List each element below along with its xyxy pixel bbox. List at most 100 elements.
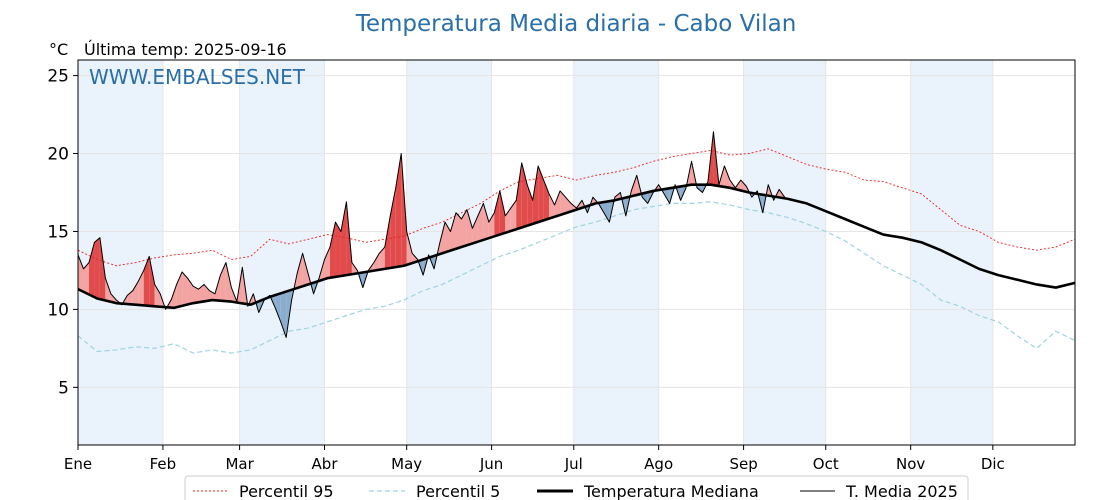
series-lines	[77, 131, 1076, 354]
above-median-fill	[450, 212, 456, 251]
above-median-fill	[532, 165, 539, 224]
x-tick-label-Ago: Ago	[644, 455, 673, 473]
above-median-fill	[324, 247, 330, 280]
legend-label-current: T. Media 2025	[845, 482, 958, 500]
above-median-fill	[176, 271, 183, 308]
below-median-fill	[275, 293, 281, 322]
plot-background	[78, 60, 1075, 445]
below-median-fill	[642, 192, 648, 204]
above-median-fill	[88, 242, 95, 298]
x-tick-label-Jun: Jun	[479, 455, 503, 473]
above-median-fill	[560, 190, 566, 215]
x-tick-label-Abr: Abr	[312, 455, 339, 473]
above-median-fill	[132, 281, 139, 305]
above-median-fill	[521, 162, 528, 228]
line-percentil-95	[77, 148, 1076, 267]
last-temp-label: Última temp: 2025-09-16	[84, 40, 287, 59]
unit-label: °C	[49, 40, 68, 59]
month-band-Mar	[239, 60, 325, 445]
above-median-fill	[740, 180, 747, 192]
above-median-fill	[105, 278, 111, 302]
above-median-fill	[494, 190, 500, 237]
x-tick-label-Feb: Feb	[150, 455, 177, 473]
above-median-fill	[302, 253, 309, 287]
above-median-fill	[94, 237, 100, 300]
above-median-fill	[143, 256, 150, 306]
above-median-fill	[549, 194, 555, 219]
above-median-fill	[538, 165, 544, 223]
above-median-fill	[379, 247, 385, 270]
month-band-Jul	[573, 60, 659, 445]
month-band-Nov	[910, 60, 993, 445]
above-median-fill	[127, 290, 133, 305]
x-axis: Ene Feb Mar Abr May Jun Jul Ago Sep Oct Nov Dic	[64, 445, 1005, 473]
above-median-fill	[225, 262, 232, 302]
above-median-fill	[455, 212, 462, 249]
x-tick-label-Sep: Sep	[729, 455, 757, 473]
month-band-May	[406, 60, 492, 445]
above-median-fill	[329, 222, 336, 278]
above-median-fill	[439, 222, 446, 255]
above-median-fill	[527, 184, 533, 226]
y-tick-label-5: 5	[58, 378, 69, 398]
y-tick-label-15: 15	[47, 222, 69, 242]
above-median-fill	[724, 165, 730, 188]
above-median-fill	[510, 200, 517, 232]
below-median-fill	[697, 184, 703, 193]
legend-label-median: Temperatura Mediana	[583, 482, 759, 500]
above-median-fill	[149, 256, 155, 307]
x-tick-label-Dic: Dic	[981, 455, 1005, 473]
x-tick-label-May: May	[391, 455, 422, 473]
above-median-fill	[390, 187, 396, 268]
above-median-fill	[565, 197, 572, 214]
x-tick-label-Jul: Jul	[564, 455, 583, 473]
watermark: WWW.EMBALSES.NET	[89, 65, 306, 89]
above-median-fill	[351, 262, 358, 275]
y-axis: 5 10 15 20 25	[47, 67, 78, 398]
legend-box	[184, 475, 969, 500]
below-median-fill	[664, 188, 670, 204]
above-median-fill	[543, 180, 550, 221]
above-median-fill	[99, 237, 106, 301]
x-tick-label-Nov: Nov	[896, 455, 925, 473]
above-median-fill	[78, 254, 84, 292]
above-median-fill	[193, 286, 199, 304]
above-median-fill	[384, 215, 391, 269]
above-median-fill	[340, 201, 347, 276]
plot-frame	[77, 59, 1076, 446]
x-tick-label-Mar: Mar	[225, 455, 254, 473]
y-tick-label-10: 10	[47, 300, 69, 320]
above-median-fill	[335, 222, 341, 277]
above-median-fill	[472, 215, 478, 244]
y-tick-label-25: 25	[47, 67, 69, 87]
above-median-fill	[488, 212, 495, 239]
below-median-fill	[603, 201, 610, 223]
above-median-fill	[182, 271, 188, 306]
above-median-fill	[154, 284, 161, 307]
line-temperatura-mediana	[77, 183, 1076, 310]
chart-title: Temperatura Media diaria - Cabo Vilan	[355, 11, 797, 37]
above-median-fill	[516, 162, 522, 230]
legend: Percentil 95 Percentil 5 Temperatura Med…	[184, 475, 969, 500]
legend-label-p95: Percentil 95	[239, 482, 334, 500]
above-median-fill	[461, 209, 467, 248]
line-percentil-5	[77, 201, 1076, 354]
y-tick-label-20: 20	[47, 145, 69, 165]
above-median-fill	[406, 231, 413, 265]
above-median-fill	[499, 190, 506, 235]
above-median-fill	[483, 203, 489, 240]
above-median-fill	[203, 284, 210, 302]
above-median-fill	[83, 262, 89, 295]
month-band-Sep	[743, 60, 826, 445]
x-tick-label-Oct: Oct	[813, 455, 839, 473]
above-median-fill	[401, 153, 407, 267]
above-median-fill	[198, 284, 204, 303]
above-median-fill	[466, 209, 473, 246]
below-median-fill	[280, 291, 287, 338]
above-median-fill	[554, 190, 561, 217]
line-t-media-2025	[77, 131, 786, 338]
legend-label-p5: Percentil 5	[416, 482, 500, 500]
above-median-fill	[373, 253, 380, 271]
above-median-fill	[171, 284, 177, 308]
